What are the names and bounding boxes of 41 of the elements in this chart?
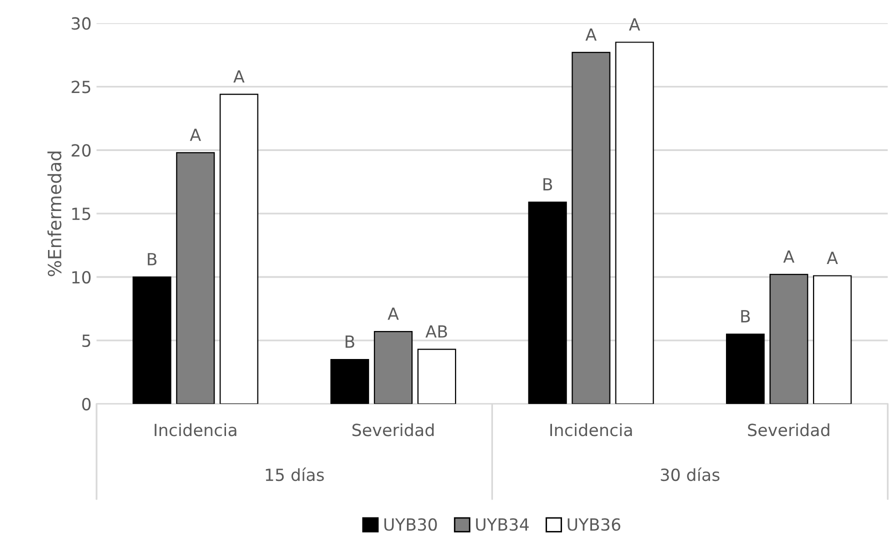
data-label: AB [425,325,447,338]
y-tick-label: 15 [72,208,90,220]
y-axis-title: %Enfermedad [47,152,62,276]
y-tick-label: 0 [82,398,91,410]
legend-label: UYB30 [384,518,437,531]
data-label: A [388,308,399,320]
y-tick-label: 25 [72,80,90,94]
legend-label: UYB34 [476,518,529,531]
legend-label: UYB36 [568,518,620,531]
x-tick-label: Severidad [748,423,830,436]
y-tick-label: 20 [72,144,91,157]
bar [769,274,808,404]
data-label: A [826,252,838,264]
bar [572,52,610,404]
bar [726,334,765,404]
data-label: A [783,250,794,263]
y-tick-label: 30 [72,17,91,30]
data-label: A [190,128,202,141]
text: 30 días [660,468,720,482]
y-tick-label: 10 [72,270,91,284]
data-label: A [585,28,597,41]
data-label: B [148,253,156,266]
bar [615,42,654,404]
x-tick-label: Incidencia [154,423,236,436]
x-tick-label: Incidencia [550,423,632,436]
data-label: B [543,178,552,190]
data-label: B [346,336,354,348]
bar [417,348,456,404]
bar [176,152,215,404]
bar [132,276,172,404]
data-label: A [628,18,640,30]
bar [528,202,567,404]
bar [220,94,258,404]
y-tick-label: 5 [82,334,90,348]
bar [374,331,413,404]
data-label: A [233,70,245,82]
bar [330,358,370,404]
text: 15 días [266,468,324,482]
bar [813,275,852,404]
data-label: B [741,310,750,322]
x-tick-label: Severidad [352,423,434,436]
